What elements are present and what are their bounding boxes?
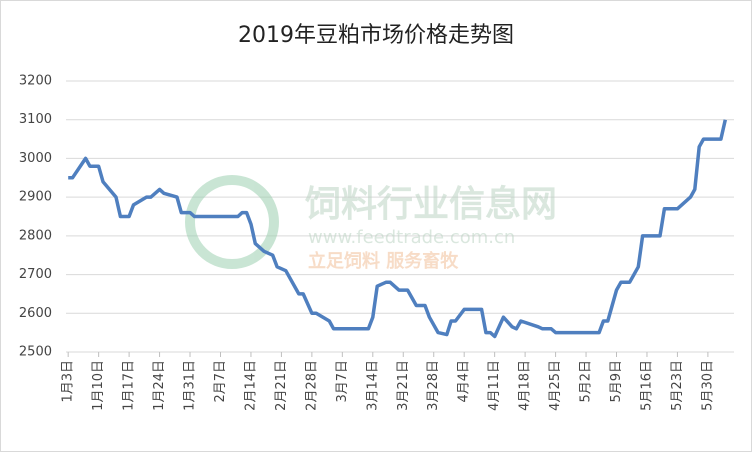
y-tick-label: 2600 xyxy=(19,306,52,321)
x-tick-label: 5月30日 xyxy=(700,360,715,411)
x-tick-label: 5月16日 xyxy=(639,360,654,411)
y-tick-label: 2500 xyxy=(19,345,52,360)
data-line xyxy=(68,119,728,339)
chart-title: 2019年豆粕市场价格走势图 xyxy=(238,23,514,48)
x-tick-label: 2月28日 xyxy=(304,360,319,411)
watermark-name: 饲料行业信息网 xyxy=(305,184,557,225)
y-tick-label: 2800 xyxy=(19,228,52,243)
watermark: 饲料行业信息网 www.feedtrade.com.cn 立足饲料 服务畜牧 xyxy=(185,175,557,272)
x-tick-label: 3月28日 xyxy=(426,360,441,411)
x-tick-label: 3月21日 xyxy=(396,360,411,411)
y-tick-label: 3000 xyxy=(19,151,52,166)
x-tick-label: 5月2日 xyxy=(579,360,594,403)
x-tick-label: 4月11日 xyxy=(487,360,502,411)
y-tick-label: 2700 xyxy=(19,267,52,282)
x-tick-label: 2月21日 xyxy=(274,360,289,411)
x-tick-label: 2月14日 xyxy=(243,360,258,411)
y-tick-label: 3200 xyxy=(19,74,52,89)
x-tick-label: 3月14日 xyxy=(365,360,380,411)
x-tick-label: 1月31日 xyxy=(183,360,198,411)
x-tick-label: 1月10日 xyxy=(91,360,106,411)
x-tick-label: 1月3日 xyxy=(61,360,76,403)
x-tick-label: 1月24日 xyxy=(152,360,167,411)
y-tick-label: 2900 xyxy=(19,190,52,205)
x-tick-label: 5月9日 xyxy=(609,360,624,403)
x-tick-label: 4月18日 xyxy=(518,360,533,411)
x-tick-label: 1月17日 xyxy=(122,360,137,411)
y-tick-label: 3100 xyxy=(19,112,52,127)
x-tick-label: 2月7日 xyxy=(213,360,228,403)
watermark-slogan: 立足饲料 服务畜牧 xyxy=(308,250,459,272)
x-tick-label: 3月7日 xyxy=(335,360,350,403)
watermark-url: www.feedtrade.com.cn xyxy=(308,227,515,248)
x-tick-label: 4月4日 xyxy=(457,360,472,403)
x-tick-label: 5月23日 xyxy=(670,360,685,411)
x-tick-label: 4月25日 xyxy=(548,360,563,411)
watermark-logo xyxy=(185,175,279,269)
